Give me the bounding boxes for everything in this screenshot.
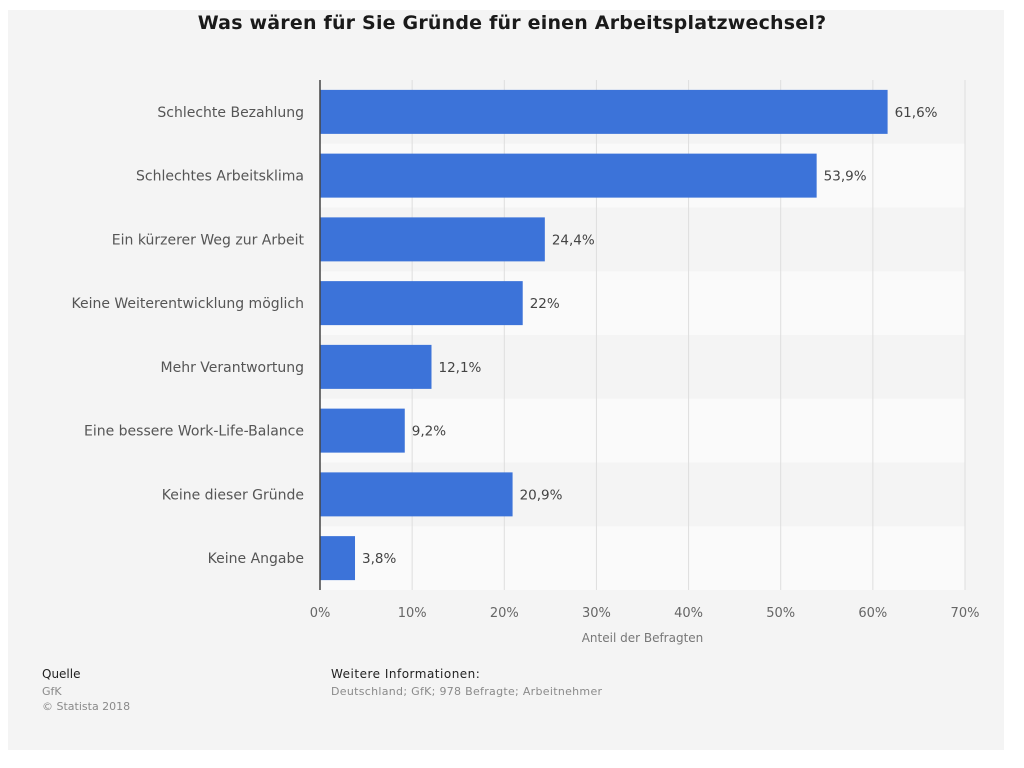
info-text: Deutschland; GfK; 978 Befragte; Arbeitne… <box>331 685 603 698</box>
bar <box>320 344 432 389</box>
value-label: 20,9% <box>520 487 563 503</box>
category-label: Schlechtes Arbeitsklima <box>136 169 304 185</box>
source-heading: Quelle <box>42 667 81 681</box>
source-block: Quelle GfK © Statista 2018 <box>42 667 130 714</box>
x-tick-label: 10% <box>398 606 427 621</box>
x-tick-label: 40% <box>674 606 703 621</box>
x-tick-label: 50% <box>766 606 795 621</box>
bar <box>320 89 888 134</box>
bar <box>320 153 817 198</box>
category-label: Schlechte Bezahlung <box>157 105 304 121</box>
category-label: Keine Weiterentwicklung möglich <box>71 296 304 312</box>
category-label: Ein kürzerer Weg zur Arbeit <box>112 232 305 248</box>
source-name: GfK <box>42 685 62 698</box>
value-label: 53,9% <box>824 169 867 185</box>
category-label: Mehr Verantwortung <box>161 360 304 376</box>
value-label: 22% <box>530 296 560 312</box>
bar <box>320 217 545 262</box>
bar <box>320 472 513 517</box>
category-label: Keine dieser Gründe <box>162 487 304 503</box>
x-tick-label: 20% <box>490 606 519 621</box>
copyright-text: © Statista 2018 <box>42 700 131 713</box>
value-label: 3,8% <box>362 551 396 567</box>
value-label: 9,2% <box>412 424 446 440</box>
value-label: 12,1% <box>438 360 481 376</box>
x-tick-label: 30% <box>582 606 611 621</box>
x-axis-title: Anteil der Befragten <box>582 631 704 645</box>
x-tick-label: 70% <box>951 606 980 621</box>
info-heading: Weitere Informationen: <box>331 667 481 681</box>
x-tick-label: 0% <box>310 606 331 621</box>
category-label: Eine bessere Work-Life-Balance <box>84 424 304 440</box>
info-block: Weitere Informationen: Deutschland; GfK;… <box>331 667 602 699</box>
row-stripe <box>320 398 965 463</box>
chart-title: Was wären für Sie Gründe für einen Arbei… <box>197 12 827 34</box>
x-tick-label: 60% <box>858 606 887 621</box>
value-label: 61,6% <box>895 105 938 121</box>
bar <box>320 281 523 326</box>
row-stripe <box>320 526 965 590</box>
bar <box>320 536 356 581</box>
value-label: 24,4% <box>552 232 595 248</box>
bar <box>320 408 405 453</box>
category-label: Keine Angabe <box>208 551 304 567</box>
